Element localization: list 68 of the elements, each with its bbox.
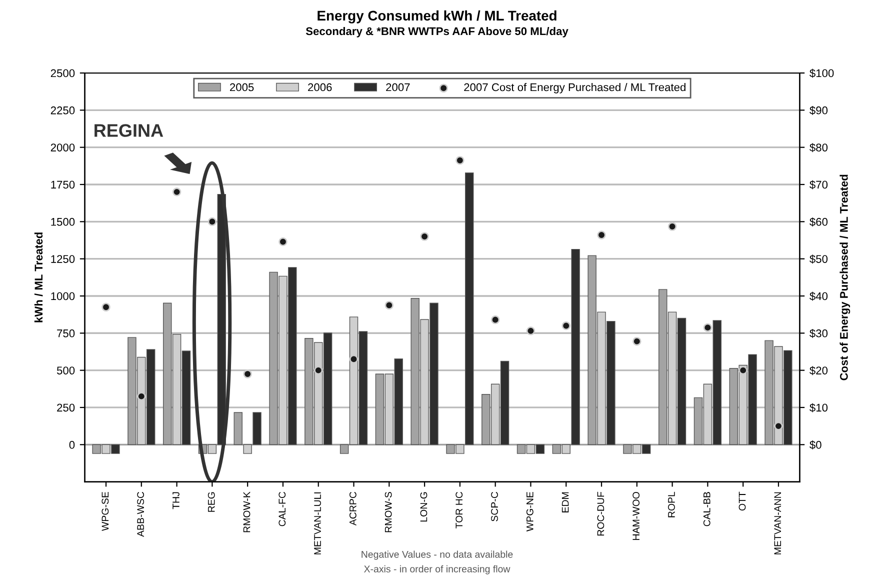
y-tick-label: 1500 xyxy=(51,218,75,226)
y2-tick-label: $90 xyxy=(810,106,828,115)
y2-tick-label: $80 xyxy=(810,143,828,152)
legend-label: 2005 xyxy=(230,83,254,92)
point xyxy=(597,230,606,240)
x-tick-label: ROC-DUF xyxy=(597,492,604,536)
legend-label: 2007 Cost of Energy Purchased / ML Treated xyxy=(464,83,686,94)
x-tick-label: CAL-BB xyxy=(703,492,710,526)
x-tick-label: ACRPC xyxy=(349,492,356,526)
annotation: REGINA xyxy=(94,124,164,137)
chart-title: Energy Consumed kWh / ML Treated xyxy=(318,10,556,24)
y-tick-label: 2000 xyxy=(50,144,75,152)
point xyxy=(526,326,536,336)
x-tick-label: RMOW-S xyxy=(384,492,392,532)
y2-tick-label: $40 xyxy=(810,292,828,301)
y2-tick-label: $60 xyxy=(810,217,828,226)
legend-label: 2007 xyxy=(386,83,410,92)
legend-label: 2006 xyxy=(308,83,332,92)
x-tick-label: CAL-FC xyxy=(278,492,286,526)
y-tick-label: 2250 xyxy=(50,106,75,114)
point xyxy=(243,370,252,378)
y-tick-label: 500 xyxy=(56,366,75,374)
y2-tick-label: $50 xyxy=(810,254,828,264)
y2-tick-label: $100 xyxy=(810,68,834,78)
y2-tick-label: $20 xyxy=(810,366,828,376)
point xyxy=(102,302,110,312)
point xyxy=(384,300,394,310)
y-tick-label: 0 xyxy=(69,440,75,449)
x-tick-label: METVAN-ANN xyxy=(774,492,781,554)
y-tick-label: 1250 xyxy=(51,255,75,263)
x-tick-label: RMOW-K xyxy=(243,492,250,532)
point xyxy=(703,323,712,332)
point xyxy=(490,315,500,324)
x-tick-label: REG xyxy=(208,492,215,512)
x-tick-label: WPG-NE xyxy=(526,492,534,532)
y-tick-label: 750 xyxy=(57,329,75,338)
text: X-axis - in order of increasing flow xyxy=(364,565,510,574)
y-axis-title: kWh / ML Treated xyxy=(34,232,43,322)
y2-tick-label: $70 xyxy=(810,180,828,190)
point xyxy=(668,222,677,231)
y2-tick-label: $30 xyxy=(810,328,828,338)
y2-axis-title: Cost of Energy Purchased / ML Treated xyxy=(840,174,850,380)
x-tick-label: ABB-WSC xyxy=(137,492,144,537)
y2-tick-label: $10 xyxy=(810,403,828,412)
x-tick-label: METVAN-LULI xyxy=(314,492,321,554)
x-tick-label: HAM-WOO xyxy=(632,492,640,540)
point xyxy=(278,237,288,246)
point xyxy=(208,217,217,226)
x-tick-label: LON-G xyxy=(420,492,428,522)
y-tick-label: 2500 xyxy=(50,69,75,78)
y2-tick-label: $0 xyxy=(810,440,822,450)
y-tick-label: 250 xyxy=(57,404,75,412)
text: Negative Values - no data available xyxy=(362,550,513,560)
point xyxy=(562,321,570,330)
x-tick-label: SCP-C xyxy=(491,492,498,522)
point xyxy=(456,156,464,165)
point xyxy=(172,188,182,196)
point xyxy=(420,232,429,241)
x-tick-label: ROPL xyxy=(668,492,675,518)
x-tick-label: EDM xyxy=(562,492,569,512)
chart-subtitle: Secondary & *BNR WWTPs AAF Above 50 ML/day xyxy=(306,26,568,38)
x-tick-label: THJ xyxy=(172,492,180,510)
x-tick-label: OTT xyxy=(738,492,746,510)
x-tick-label: WPG-SE xyxy=(102,492,109,531)
y-tick-label: 1750 xyxy=(51,180,75,189)
y-tick-label: 1000 xyxy=(51,292,75,300)
x-tick-label: TOR HC xyxy=(456,492,463,528)
point xyxy=(632,336,642,346)
